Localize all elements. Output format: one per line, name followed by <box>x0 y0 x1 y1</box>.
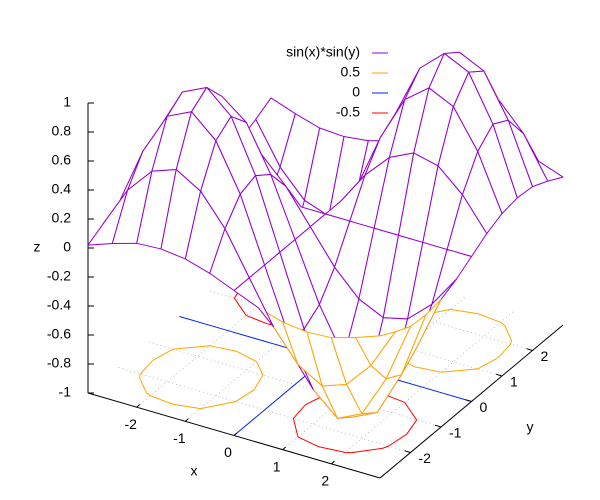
tick-mark <box>233 432 238 436</box>
x-tick-label: -2 <box>124 416 137 432</box>
tick-mark <box>526 348 533 351</box>
z-tick-label: -0.8 <box>47 355 71 371</box>
tick-mark <box>434 424 442 428</box>
x-tick-label: 0 <box>224 444 232 460</box>
surface-cell <box>184 190 226 274</box>
legend-label: 0 <box>352 84 360 100</box>
z-tick-label: 0.8 <box>52 123 72 139</box>
tick-mark <box>404 450 411 453</box>
x-tick-label: -1 <box>173 430 186 446</box>
y-tick-label: 1 <box>510 374 518 390</box>
z-tick-label: -0.6 <box>47 326 71 342</box>
tick-mark <box>136 404 140 408</box>
z-tick-label: 0 <box>63 239 71 255</box>
surface-cell <box>355 331 396 366</box>
z-tick-label: 0.2 <box>52 210 72 226</box>
tick-mark <box>331 460 335 465</box>
legend-label: 0.5 <box>341 64 361 80</box>
tick-mark <box>495 373 503 377</box>
z-tick-label: -0.4 <box>47 297 71 313</box>
y-tick-label: -2 <box>419 450 432 466</box>
x-axis-label: x <box>191 463 198 479</box>
z-tick-label: 0.6 <box>52 152 72 168</box>
y-tick-label: 0 <box>480 399 488 415</box>
y-axis-label: y <box>527 419 534 435</box>
y-tick-label: 2 <box>541 348 549 364</box>
x-tick-label: 1 <box>273 458 281 474</box>
legend-label: sin(x)*sin(y) <box>286 44 360 60</box>
z-tick-label: 0.4 <box>52 181 72 197</box>
x-tick-label: 2 <box>321 473 329 489</box>
y-tick-label: -1 <box>449 425 462 441</box>
z-tick-label: 1 <box>63 94 71 110</box>
surface-cell <box>437 106 479 196</box>
z-axis-label: z <box>34 239 41 255</box>
surface-cell <box>175 111 217 192</box>
tick-mark <box>282 446 286 451</box>
legend-label: -0.5 <box>336 104 360 120</box>
tick-mark <box>465 399 472 402</box>
z-tick-label: -0.2 <box>47 268 71 284</box>
tick-mark <box>185 418 189 422</box>
z-tick-label: -1 <box>59 384 72 400</box>
